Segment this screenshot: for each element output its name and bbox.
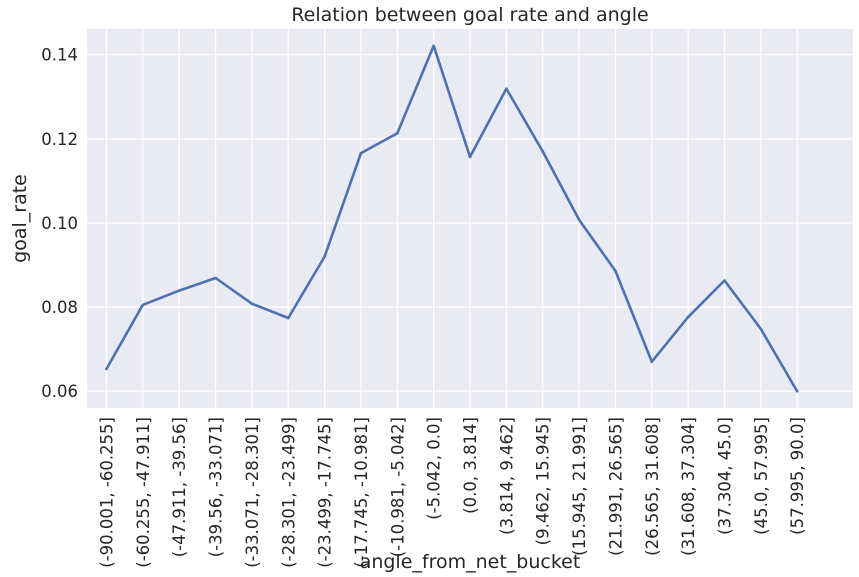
x-axis-label: angle_from_net_bucket xyxy=(360,551,581,573)
x-tick-label: (-33.071, -28.301] xyxy=(243,417,262,568)
x-axis-ticks: (-90.001, -60.255] (-60.255, -47.911] (-47… xyxy=(98,417,808,568)
x-tick-label: (-60.255, -47.911] xyxy=(134,417,153,568)
y-tick-label: 0.06 xyxy=(41,382,78,401)
x-tick-label: (45.0, 57.995] xyxy=(752,417,771,535)
x-tick-label: (0.0, 3.814] xyxy=(461,417,480,514)
x-tick-label: (-5.042, 0.0] xyxy=(425,417,444,520)
data-point xyxy=(432,44,435,48)
data-point xyxy=(468,155,472,159)
data-point xyxy=(577,218,581,221)
data-point xyxy=(250,302,254,305)
data-point xyxy=(723,279,726,282)
data-point xyxy=(505,87,508,91)
data-point xyxy=(759,327,763,331)
x-tick-label: (-47.911, -39.56] xyxy=(170,417,189,557)
y-tick-label: 0.14 xyxy=(41,46,78,65)
x-tick-label: (31.608, 37.304] xyxy=(679,417,698,556)
y-axis-ticks: 0.06 0.08 0.10 0.12 0.14 xyxy=(41,46,78,402)
grid xyxy=(87,29,853,408)
x-tick-label: (15.945, 21.991] xyxy=(570,417,589,556)
data-point xyxy=(396,132,399,135)
y-axis-label: goal_rate xyxy=(9,174,31,263)
data-point xyxy=(650,360,654,364)
y-tick-label: 0.12 xyxy=(41,130,78,149)
data-point xyxy=(141,303,145,307)
x-tick-label: (-23.499, -17.745] xyxy=(316,417,335,568)
x-tick-label: (-17.745, -10.981] xyxy=(352,417,371,568)
x-tick-label: (-90.001, -60.255] xyxy=(98,417,117,568)
data-point xyxy=(614,269,617,273)
data-point xyxy=(323,255,326,258)
x-tick-label: (9.462, 15.945] xyxy=(534,417,553,545)
x-tick-label: (-39.56, -33.071] xyxy=(207,417,226,557)
data-point xyxy=(105,367,108,371)
x-tick-label: (-28.301, -23.499] xyxy=(279,417,298,568)
x-tick-label: (21.991, 26.565] xyxy=(606,417,625,556)
data-point xyxy=(286,316,290,320)
x-tick-label: (-10.981, -5.042] xyxy=(388,417,407,557)
x-tick-label: (26.565, 31.608] xyxy=(643,417,662,556)
data-point xyxy=(686,315,690,319)
x-tick-label: (37.304, 45.0] xyxy=(715,417,734,535)
data-point xyxy=(214,276,217,280)
data-point xyxy=(795,389,799,393)
y-tick-label: 0.08 xyxy=(41,298,78,317)
data-point xyxy=(541,150,544,153)
data-point xyxy=(177,289,181,292)
x-tick-label: (57.995, 90.0] xyxy=(788,417,807,535)
x-tick-label: (3.814, 9.462] xyxy=(497,417,516,535)
data-point xyxy=(359,151,363,155)
y-tick-label: 0.10 xyxy=(41,214,78,233)
series-layer xyxy=(105,44,799,393)
series-line xyxy=(105,44,799,393)
chart-title: Relation between goal rate and angle xyxy=(291,4,648,26)
